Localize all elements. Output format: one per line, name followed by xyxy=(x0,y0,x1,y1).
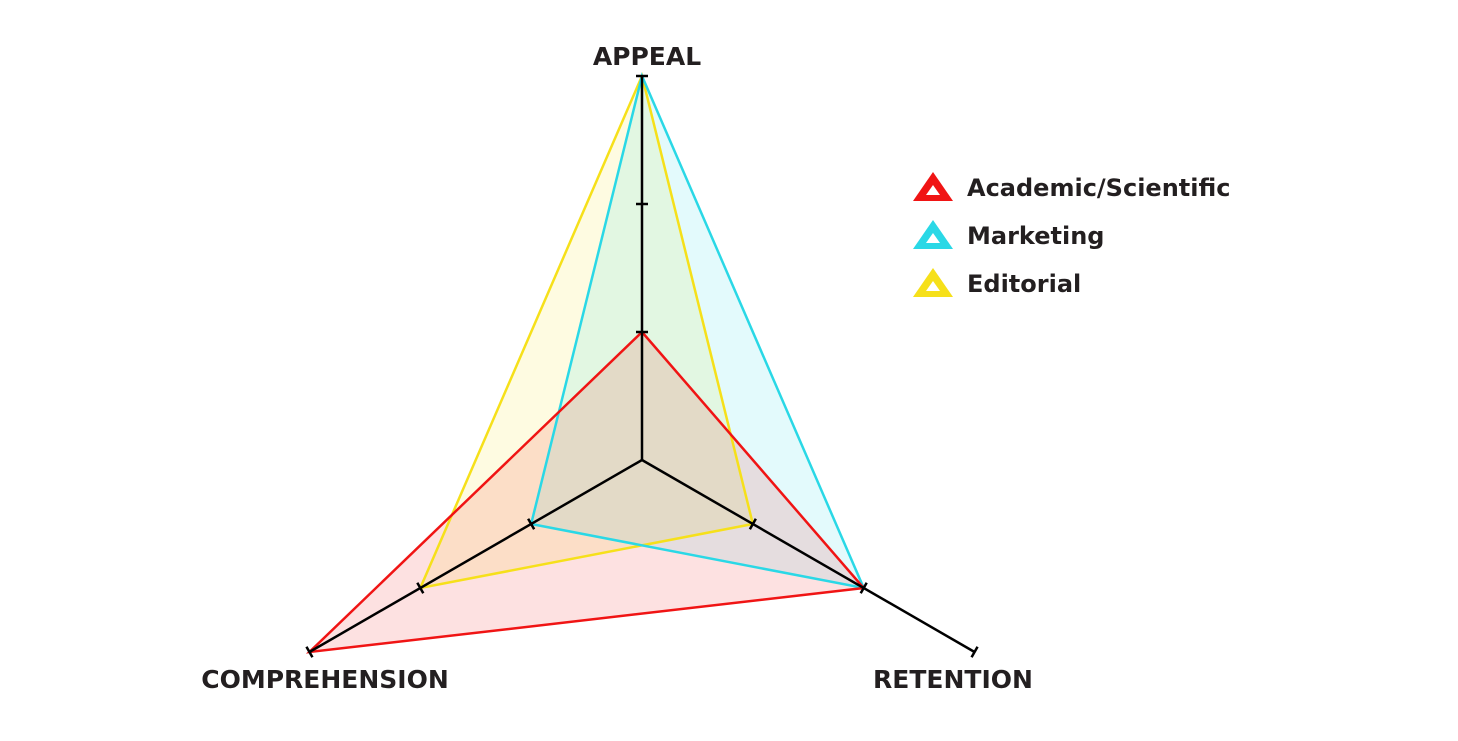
legend-item: Editorial xyxy=(913,268,1081,298)
axis-line xyxy=(641,458,976,654)
legend-icon-inner xyxy=(926,185,940,195)
tick-mark xyxy=(305,646,314,658)
legend-label: Marketing xyxy=(967,222,1104,250)
legend-label: Editorial xyxy=(967,270,1081,298)
series-line xyxy=(418,72,755,590)
axis-label: COMPREHENSION xyxy=(201,665,449,694)
axis-label: RETENTION xyxy=(873,665,1033,694)
tick-mark xyxy=(859,582,868,594)
tick-mark xyxy=(527,518,536,530)
legend-item: Marketing xyxy=(913,220,1104,250)
legend-icon-inner xyxy=(926,281,940,291)
tick-mark xyxy=(416,582,425,594)
tick-mark xyxy=(970,646,979,658)
series-line xyxy=(529,72,866,590)
series-fills xyxy=(309,76,864,652)
series-line xyxy=(305,330,867,654)
axis-line xyxy=(308,458,643,654)
legend-label: Academic/Scientific xyxy=(967,174,1231,202)
legend-icon-inner xyxy=(926,233,940,243)
tick-mark xyxy=(748,518,757,530)
axis-label: APPEAL xyxy=(593,42,701,71)
legend-item: Academic/Scientific xyxy=(913,172,1231,202)
